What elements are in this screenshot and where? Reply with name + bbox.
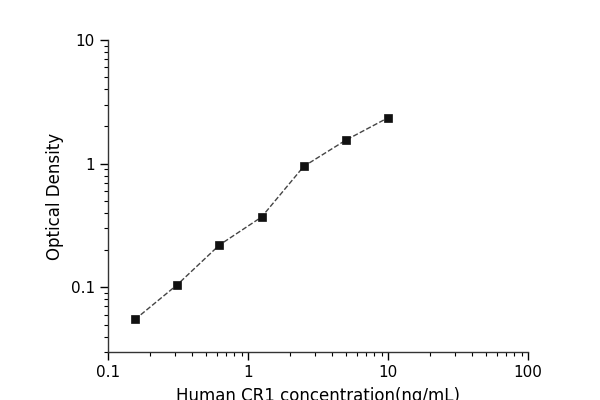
- Y-axis label: Optical Density: Optical Density: [46, 132, 64, 260]
- X-axis label: Human CR1 concentration(ng/mL): Human CR1 concentration(ng/mL): [176, 387, 460, 400]
